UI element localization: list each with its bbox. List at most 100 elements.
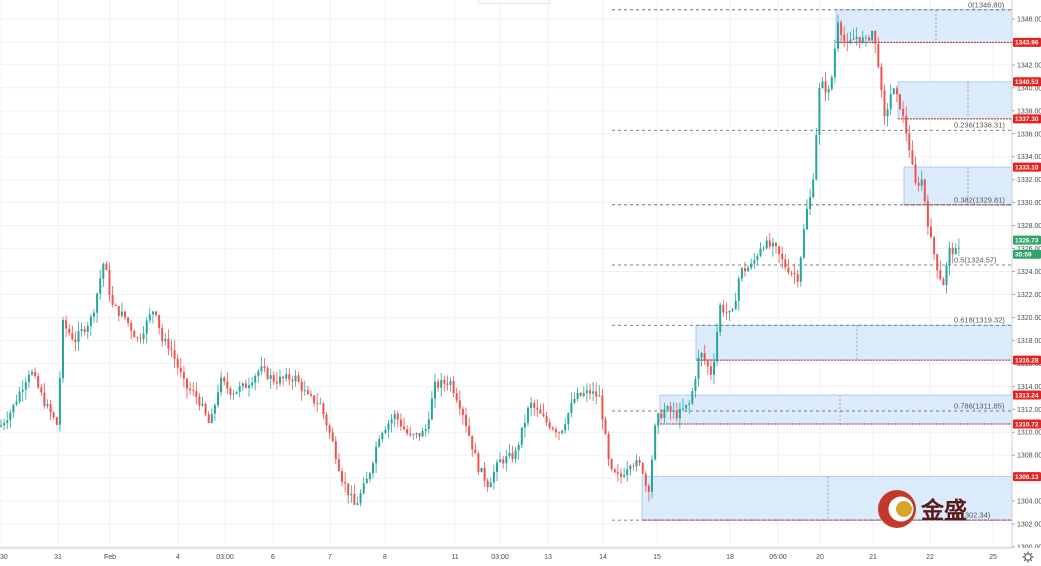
logo: 金盛	[878, 490, 967, 528]
price-tick-label: 1334.00	[1017, 154, 1041, 161]
candle-body	[874, 30, 877, 44]
candle-body	[911, 150, 914, 165]
candle-body	[855, 36, 858, 39]
candle-body	[139, 338, 142, 340]
candle-body	[12, 404, 15, 413]
candle-body	[824, 81, 827, 93]
candle-body	[716, 331, 719, 362]
candle-body	[626, 469, 629, 475]
candle-body	[430, 398, 433, 420]
toolbar-tab[interactable]	[478, 0, 550, 4]
candle-body	[96, 293, 99, 313]
candle-body	[719, 304, 722, 332]
gear-icon[interactable]	[1022, 551, 1034, 563]
candle-body	[151, 311, 154, 315]
candle-body	[130, 323, 133, 331]
candle-body	[393, 413, 396, 420]
candle-body	[164, 338, 167, 342]
candle-body	[821, 81, 824, 89]
candle-body	[474, 449, 477, 454]
candle-body	[31, 372, 33, 375]
time-tick-label: 03:00	[216, 554, 234, 561]
candle-body	[167, 338, 170, 349]
candle-body	[65, 320, 68, 329]
time-tick-label: 22	[926, 554, 934, 561]
candle-body	[595, 391, 598, 397]
time-tick-label: 11	[451, 554, 458, 561]
candle-body	[37, 376, 40, 388]
candle-body	[34, 372, 37, 377]
candle-body	[573, 398, 576, 403]
candle-body	[248, 385, 250, 388]
candle-body	[871, 30, 874, 41]
candle-body	[948, 247, 951, 266]
candle-body	[675, 410, 678, 419]
candle-body	[747, 267, 750, 272]
candle-body	[489, 482, 492, 488]
candle-body	[527, 407, 529, 423]
candle-body	[613, 469, 616, 473]
time-tick-label: Feb	[104, 554, 116, 561]
candle-body	[666, 406, 669, 410]
price-tick-label: 1326.00	[1017, 246, 1041, 253]
candle-body	[471, 435, 474, 450]
candle-body	[427, 419, 430, 430]
candle-body	[217, 392, 219, 406]
candle-body	[554, 429, 557, 433]
price-tick-label: 1338.00	[1017, 108, 1041, 115]
candle-body	[313, 395, 316, 404]
candle-body	[350, 493, 353, 496]
time-tick-label: 05:00	[769, 554, 787, 561]
candle-body	[158, 314, 161, 329]
candle-body	[114, 304, 117, 307]
candle-body	[161, 328, 164, 342]
candle-body	[905, 115, 908, 134]
candle-body	[306, 390, 309, 395]
candle-body	[796, 274, 799, 282]
candle-body	[564, 424, 567, 431]
time-tick-label: 18	[726, 554, 734, 561]
candle-body	[592, 391, 595, 394]
candle-body	[883, 90, 886, 117]
candle-body	[117, 306, 120, 316]
candle-body	[616, 472, 619, 474]
candle-body	[880, 66, 883, 91]
candle-body	[486, 480, 489, 488]
candle-body	[83, 329, 86, 332]
grid	[0, 0, 1012, 548]
candle-body	[942, 278, 945, 286]
candle-body	[843, 34, 846, 42]
candle-body	[362, 483, 365, 494]
candle-body	[799, 257, 802, 282]
price-tick-label: 1302.00	[1017, 522, 1041, 529]
candle-body	[632, 465, 635, 467]
fib-level-label: 0.382(1329.81)	[954, 195, 1005, 204]
candle-body	[353, 493, 356, 505]
candle-body	[647, 485, 650, 492]
candle-body	[40, 387, 43, 393]
candle-body	[77, 331, 80, 343]
candle-body	[325, 414, 328, 426]
candle-body	[861, 37, 864, 43]
candle-body	[446, 383, 449, 385]
candle-body	[6, 420, 9, 424]
candle-body	[945, 265, 948, 286]
price-tag-label: 1316.28	[1015, 357, 1039, 364]
candle-body	[902, 108, 905, 116]
candle-body	[765, 240, 768, 249]
candle-body	[762, 248, 765, 249]
time-tick-label: 25	[989, 554, 997, 561]
price-tag	[1013, 355, 1041, 365]
candle-body	[623, 474, 626, 477]
time-tick-label: 31	[54, 554, 62, 561]
candle-body	[21, 389, 24, 392]
candle-body	[728, 310, 731, 313]
candle-body	[213, 405, 216, 414]
candle-body	[461, 408, 464, 415]
candle-body	[403, 426, 405, 430]
time-tick-label: 7	[328, 554, 332, 561]
candle-body	[768, 240, 771, 247]
candle-body	[27, 374, 30, 383]
candle-body	[477, 453, 480, 472]
